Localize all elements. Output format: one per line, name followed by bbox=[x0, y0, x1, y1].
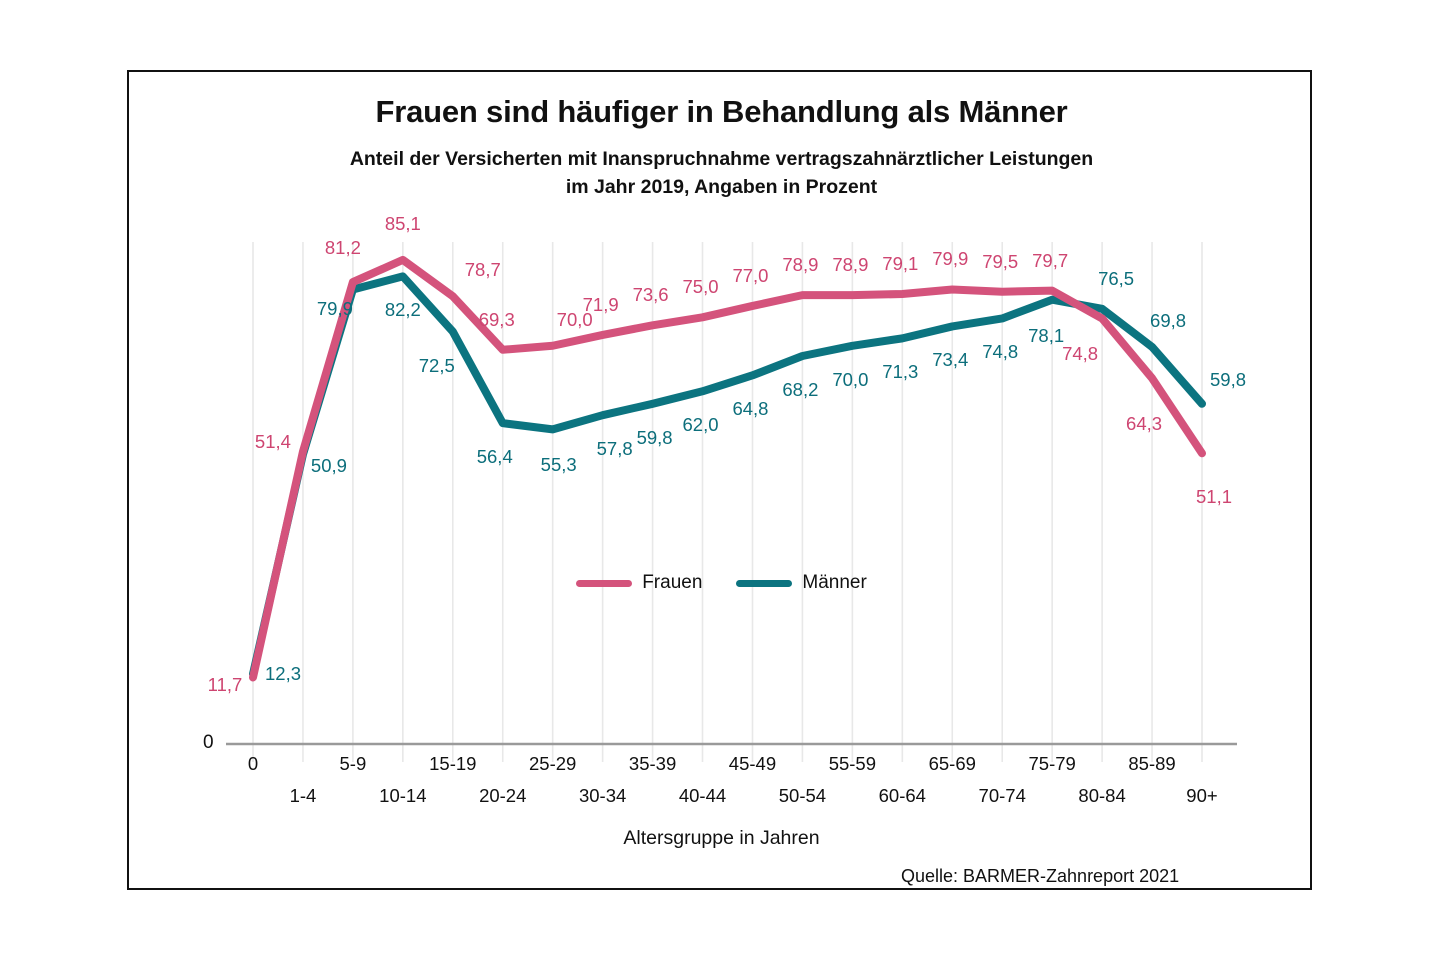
data-label-frauen: 73,6 bbox=[632, 284, 669, 306]
data-label-frauen: 64,3 bbox=[1126, 413, 1163, 435]
data-label-maenner: 79,9 bbox=[316, 298, 353, 320]
x-tick-label: 5-9 bbox=[339, 753, 367, 774]
data-label-frauen: 78,9 bbox=[832, 254, 869, 276]
data-label-maenner: 64,8 bbox=[732, 398, 769, 420]
series-line-maenner bbox=[249, 272, 1206, 679]
legend-item-frauen[interactable]: Frauen bbox=[576, 572, 702, 594]
legend-item-maenner[interactable]: Männer bbox=[736, 572, 867, 594]
data-label-frauen: 85,1 bbox=[384, 212, 421, 234]
data-label-maenner: 50,9 bbox=[310, 455, 347, 477]
x-tick-label: 40-44 bbox=[678, 785, 727, 806]
data-label-frauen: 79,1 bbox=[882, 253, 919, 274]
x-tick-label: 10-14 bbox=[379, 785, 427, 806]
x-tick-label: 30-34 bbox=[578, 785, 627, 806]
data-label-maenner: 71,3 bbox=[882, 361, 919, 383]
data-label-frauen: 79,7 bbox=[1032, 249, 1069, 271]
data-label-frauen: 74,8 bbox=[1062, 343, 1099, 365]
x-tick-label: 55-59 bbox=[828, 753, 877, 774]
plot-svg bbox=[226, 242, 1237, 762]
x-tick-label: 75-79 bbox=[1028, 753, 1076, 774]
chart-frame: Frauen sind häufiger in Behandlung als M… bbox=[127, 70, 1312, 890]
data-label-maenner: 70,0 bbox=[832, 368, 869, 390]
data-label-frauen: 51,1 bbox=[1195, 486, 1233, 508]
data-label-maenner: 82,2 bbox=[384, 299, 421, 321]
y-axis-zero-label: 0 bbox=[203, 732, 214, 753]
x-tick-label: 65-69 bbox=[928, 753, 976, 774]
data-label-maenner: 74,8 bbox=[982, 341, 1019, 363]
chart-subtitle: Anteil der Versicherten mit Inanspruchna… bbox=[129, 146, 1314, 201]
data-label-maenner: 68,2 bbox=[782, 379, 819, 401]
legend-label-maenner: Männer bbox=[802, 572, 867, 593]
data-label-maenner: 59,8 bbox=[636, 426, 673, 448]
x-tick-label: 1-4 bbox=[289, 785, 317, 806]
x-tick-label: 25-29 bbox=[529, 753, 577, 774]
data-label-frauen: 77,0 bbox=[732, 264, 769, 286]
chart-title: Frauen sind häufiger in Behandlung als M… bbox=[375, 94, 1068, 129]
x-tick-label: 45-49 bbox=[728, 753, 777, 774]
data-label-maenner: 12,3 bbox=[264, 663, 302, 685]
data-label-maenner: 76,5 bbox=[1098, 267, 1135, 289]
x-tick-label: 50-54 bbox=[778, 785, 827, 806]
x-tick-label: 0 bbox=[247, 753, 259, 774]
chart-subtitle-line-2: im Jahr 2019, Angaben in Prozent bbox=[565, 175, 878, 198]
data-label-frauen: 69,3 bbox=[478, 308, 515, 330]
data-label-maenner: 55,3 bbox=[540, 454, 577, 476]
x-tick-label: 20-24 bbox=[479, 785, 527, 806]
data-label-frauen: 78,7 bbox=[464, 259, 501, 281]
source-note: Quelle: BARMER-Zahnreport 2021 bbox=[895, 866, 1182, 887]
data-label-maenner: 78,1 bbox=[1028, 324, 1065, 346]
data-label-frauen: 70,0 bbox=[556, 308, 593, 330]
data-label-maenner: 73,4 bbox=[932, 349, 969, 371]
data-label-frauen: 75,0 bbox=[682, 276, 719, 298]
x-tick-label: 90+ bbox=[1186, 785, 1218, 806]
series-line-frauen bbox=[249, 255, 1206, 682]
chart-subtitle-line-1: Anteil der Versicherten mit Inanspruchna… bbox=[349, 148, 1094, 170]
data-label-frauen: 71,9 bbox=[582, 293, 619, 315]
x-tick-label: 70-74 bbox=[978, 785, 1026, 806]
data-label-frauen: 81,2 bbox=[324, 237, 361, 259]
data-label-maenner: 57,8 bbox=[596, 438, 633, 460]
x-axis-title: Altersgruppe in Jahren bbox=[623, 827, 820, 849]
data-label-frauen: 11,7 bbox=[207, 674, 243, 696]
plot-area: 0 12,3 50,9 79,9 82,2 72,5 56,4 55,3 57,8 59,8 62… bbox=[129, 72, 1314, 892]
data-label-maenner: 69,8 bbox=[1150, 309, 1187, 331]
data-label-maenner: 62,0 bbox=[682, 414, 719, 436]
legend-label-frauen: Frauen bbox=[642, 572, 703, 593]
x-tick-label: 80-84 bbox=[1078, 785, 1126, 806]
data-label-frauen: 79,5 bbox=[982, 250, 1019, 272]
data-label-maenner: 72,5 bbox=[418, 354, 455, 376]
x-tick-label: 85-89 bbox=[1128, 753, 1176, 774]
x-tick-label: 35-39 bbox=[628, 753, 677, 774]
data-label-frauen: 78,9 bbox=[782, 254, 819, 276]
legend-swatch-frauen-icon bbox=[576, 579, 633, 587]
data-label-frauen: 79,9 bbox=[932, 248, 969, 270]
x-tick-label: 60-64 bbox=[878, 785, 926, 806]
data-label-frauen: 51,4 bbox=[254, 430, 291, 452]
data-label-maenner: 59,8 bbox=[1209, 368, 1247, 390]
chart-legend: Frauen Männer bbox=[129, 572, 1314, 594]
legend-swatch-maenner-icon bbox=[736, 579, 793, 587]
gridlines bbox=[252, 242, 1203, 762]
data-label-maenner: 56,4 bbox=[476, 446, 513, 468]
x-tick-label: 15-19 bbox=[429, 753, 477, 774]
